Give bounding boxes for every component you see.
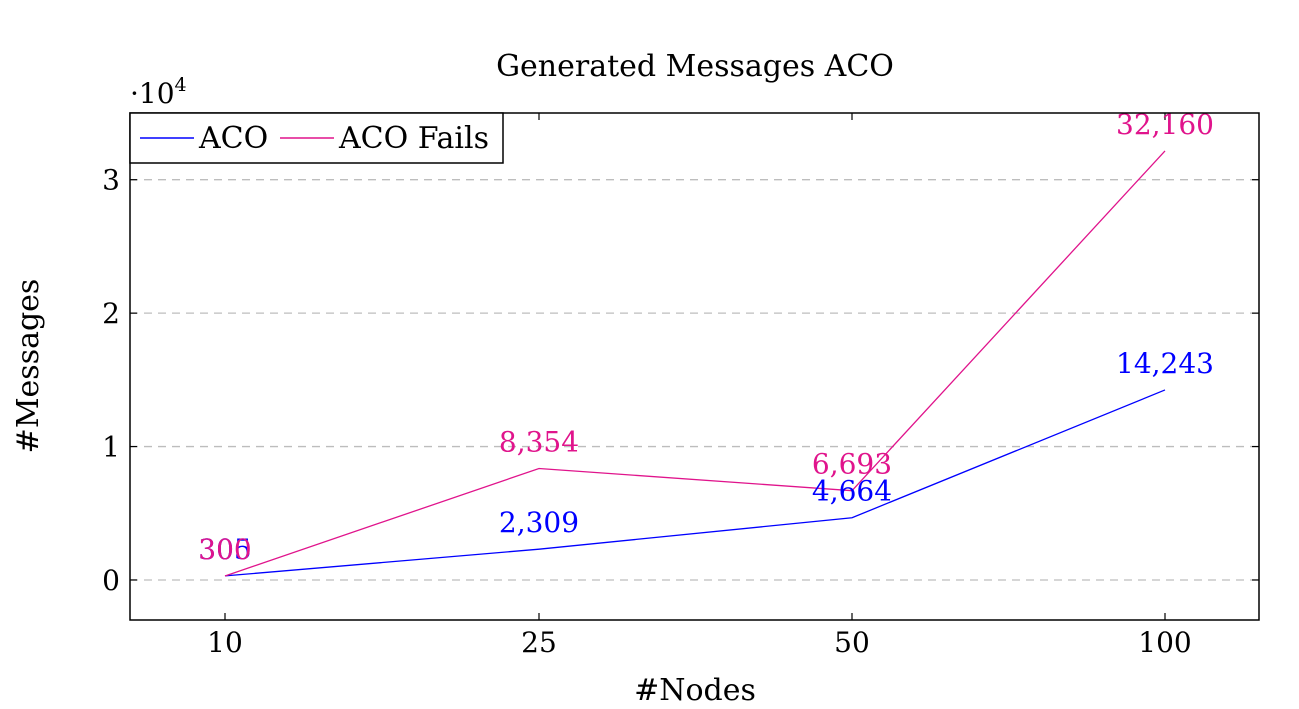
plot-frame: [129, 112, 1260, 621]
chart-title: Generated Messages ACO: [496, 49, 894, 84]
series-line-aco: [224, 389, 1166, 577]
y-axis-label: #Messages: [11, 279, 46, 454]
x-tick-label: 50: [834, 626, 870, 659]
data-label: 300: [198, 533, 251, 566]
x-tick-label: 10: [207, 626, 243, 659]
y-tick-label: 2: [102, 297, 120, 330]
grid-lines: [130, 179, 1259, 581]
data-label: 305: [198, 533, 251, 566]
series-lines: [224, 150, 1166, 577]
y-scale-label: ·10: [130, 77, 175, 110]
data-label: 4,664: [812, 475, 892, 508]
axis-ticks: 0 1 2 3 10 25 50 100: [102, 113, 1259, 659]
data-label: 6,693: [812, 448, 892, 481]
y-scale-exponent: 4: [175, 74, 187, 96]
x-axis-label: #Nodes: [634, 673, 756, 708]
y-tick-label: 0: [102, 564, 120, 597]
data-label: 2,309: [499, 506, 579, 539]
x-tick-label: 100: [1138, 626, 1191, 659]
legend-label-aco-fails: ACO Fails: [338, 121, 489, 156]
y-tick-label: 3: [102, 164, 120, 197]
series-line-aco-fails: [224, 150, 1166, 577]
legend: ACO ACO Fails: [129, 112, 504, 164]
svg-text:·104: ·104: [130, 74, 187, 110]
data-label: 14,243: [1116, 347, 1214, 380]
legend-label-aco: ACO: [198, 121, 268, 156]
x-tick-label: 25: [521, 626, 557, 659]
y-tick-label: 1: [102, 431, 120, 464]
data-label: 8,354: [499, 426, 579, 459]
y-scale-factor: ·104: [130, 74, 187, 110]
